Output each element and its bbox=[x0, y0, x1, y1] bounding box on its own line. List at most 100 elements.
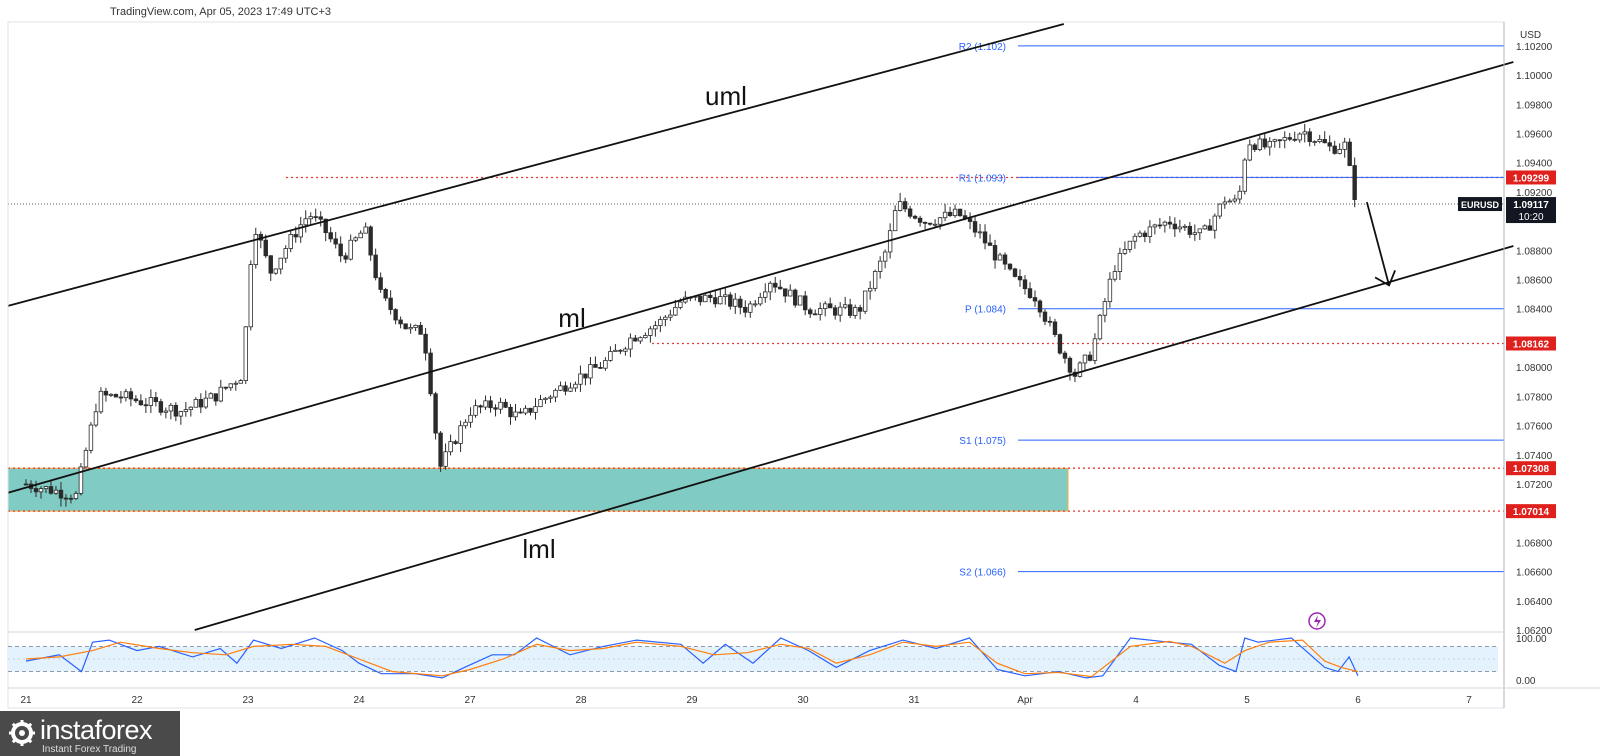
bear-candle bbox=[488, 400, 493, 409]
bear-candle bbox=[503, 401, 508, 408]
bull-candle bbox=[768, 282, 773, 293]
level-price-label: 1.08162 bbox=[1513, 340, 1550, 351]
time-tick-label: 28 bbox=[575, 695, 587, 706]
price-tick-label: 1.08000 bbox=[1516, 363, 1553, 374]
level-price-label: 1.07014 bbox=[1513, 507, 1550, 518]
bear-candle bbox=[263, 239, 268, 257]
bear-candle bbox=[1017, 276, 1023, 281]
bull-candle bbox=[842, 304, 848, 308]
bull-candle bbox=[568, 387, 573, 392]
price-tick-label: 1.09400 bbox=[1516, 159, 1553, 170]
bear-candle bbox=[328, 232, 333, 240]
bull-candle bbox=[253, 234, 258, 266]
bull-candle bbox=[653, 325, 658, 330]
bear-candle bbox=[827, 303, 833, 309]
bull-candle bbox=[723, 294, 728, 297]
bull-candle bbox=[952, 208, 958, 217]
bear-candle bbox=[633, 337, 638, 342]
bear-candle bbox=[1347, 141, 1352, 166]
bull-candle bbox=[867, 287, 873, 292]
bull-candle bbox=[303, 218, 308, 226]
bear-candle bbox=[1032, 297, 1038, 302]
bear-candle bbox=[1142, 232, 1148, 237]
bear-candle bbox=[373, 254, 378, 279]
bull-candle bbox=[1197, 228, 1203, 234]
bull-candle bbox=[932, 223, 938, 226]
bull-candle bbox=[882, 251, 888, 262]
bull-candle bbox=[638, 337, 643, 342]
bull-candle bbox=[543, 397, 548, 401]
bull-candle bbox=[977, 231, 983, 234]
bull-candle bbox=[1212, 215, 1218, 231]
bull-candle bbox=[1192, 232, 1198, 235]
bull-candle bbox=[458, 425, 463, 444]
bull-candle bbox=[1137, 232, 1143, 237]
bear-candle bbox=[223, 386, 228, 389]
bull-candle bbox=[613, 349, 618, 352]
bear-candle bbox=[803, 295, 808, 311]
bull-candle bbox=[513, 411, 518, 418]
bull-candle bbox=[248, 264, 253, 328]
bear-candle bbox=[698, 295, 703, 303]
price-tick-label: 1.07400 bbox=[1516, 451, 1553, 462]
bear-candle bbox=[927, 222, 933, 225]
bear-candle bbox=[713, 297, 718, 305]
price-tick-label: 1.10200 bbox=[1516, 42, 1553, 53]
bear-candle bbox=[773, 282, 778, 288]
bull-candle bbox=[823, 303, 828, 309]
bear-candle bbox=[433, 393, 438, 434]
bull-candle bbox=[603, 360, 608, 369]
bear-candle bbox=[1167, 221, 1173, 225]
bull-candle bbox=[798, 295, 803, 306]
bull-candle bbox=[498, 401, 503, 410]
bear-candle bbox=[528, 407, 533, 413]
bear-candle bbox=[982, 231, 988, 244]
bull-candle bbox=[872, 271, 878, 289]
bear-candle bbox=[318, 216, 323, 220]
bull-candle bbox=[1102, 301, 1108, 316]
price-tick-label: 1.06800 bbox=[1516, 538, 1553, 549]
bull-candle bbox=[358, 232, 363, 239]
bear-candle bbox=[972, 221, 978, 233]
bull-candle bbox=[208, 393, 214, 399]
bull-candle bbox=[1082, 354, 1088, 364]
bull-candle bbox=[1317, 139, 1322, 142]
bull-candle bbox=[298, 224, 303, 238]
bear-candle bbox=[922, 221, 928, 224]
bull-candle bbox=[573, 383, 578, 389]
bull-candle bbox=[1132, 235, 1138, 242]
bear-candle bbox=[1027, 288, 1033, 298]
price-tick-label: 1.07200 bbox=[1516, 480, 1553, 491]
bear-candle bbox=[618, 349, 623, 352]
current-price-tag bbox=[1506, 197, 1556, 224]
bull-candle bbox=[1162, 221, 1168, 226]
bull-candle bbox=[1297, 133, 1302, 141]
bear-candle bbox=[1327, 142, 1332, 147]
current-price-value: 1.09117 bbox=[1513, 200, 1549, 211]
median-line bbox=[7, 61, 1514, 494]
bear-candle bbox=[113, 393, 119, 398]
bull-candle bbox=[643, 335, 648, 339]
bear-candle bbox=[708, 294, 713, 299]
level-price-tag bbox=[1506, 461, 1556, 476]
bull-candle bbox=[668, 314, 673, 318]
bull-candle bbox=[98, 390, 104, 413]
bull-candle bbox=[233, 382, 238, 385]
bear-candle bbox=[902, 201, 908, 210]
bear-candle bbox=[743, 306, 748, 313]
pitchfork-label-median: ml bbox=[558, 303, 585, 333]
bear-candle bbox=[783, 288, 788, 297]
bull-candle bbox=[942, 211, 948, 219]
time-tick-label: 22 bbox=[131, 695, 143, 706]
bear-candle bbox=[403, 323, 408, 330]
bull-candle bbox=[178, 411, 184, 417]
bull-candle bbox=[473, 405, 478, 416]
bear-candle bbox=[138, 400, 144, 406]
bull-candle bbox=[1107, 278, 1113, 303]
bull-candle bbox=[273, 268, 278, 274]
down-arrow-line bbox=[1366, 201, 1390, 286]
bull-candle bbox=[1312, 141, 1317, 143]
bear-candle bbox=[388, 297, 393, 310]
bear-candle bbox=[173, 404, 179, 417]
